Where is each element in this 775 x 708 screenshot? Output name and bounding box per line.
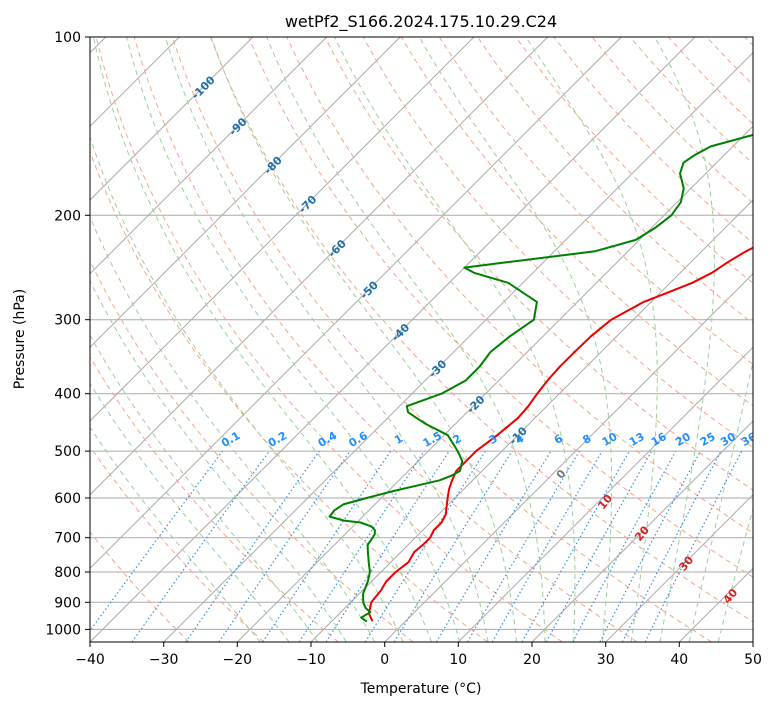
mixing-ratio-line	[572, 450, 677, 642]
mixing-ratio-label: 36	[739, 430, 759, 449]
x-axis-title: Temperature (°C)	[360, 681, 482, 697]
mixing-ratio-line	[298, 450, 425, 642]
isotherm-line	[531, 420, 753, 642]
isotherm-line	[90, 37, 254, 201]
moist-adiabat-line	[164, 37, 489, 642]
dry-adiabat-line	[400, 37, 753, 407]
dry-adiabat-line	[90, 259, 414, 642]
moist-adiabat-line	[654, 37, 715, 642]
dry-adiabat-line	[90, 150, 488, 642]
moist-adiabat-line	[266, 37, 546, 642]
y-tick-label: 1000	[45, 622, 81, 638]
moist-adiabat-line	[334, 37, 576, 642]
mixing-ratio-line	[393, 450, 513, 642]
moist-adiabat-line	[210, 37, 517, 642]
y-tick-label: 300	[54, 313, 81, 329]
y-tick-label: 400	[54, 387, 81, 403]
mixing-ratio-line	[521, 450, 631, 642]
moist-adiabat-line	[525, 37, 658, 642]
dry-adiabat-line	[515, 37, 753, 284]
x-tick-label: 10	[449, 652, 467, 668]
isotherm-line	[90, 37, 401, 349]
isotherm-line	[163, 51, 753, 642]
isotherm-line	[90, 37, 475, 422]
moist-adiabat-line	[90, 334, 319, 642]
y-tick-label: 100	[54, 30, 81, 46]
isotherm-line	[605, 493, 753, 642]
y-tick-label: 200	[54, 208, 81, 224]
mixing-ratio-line	[545, 450, 653, 642]
moist-adiabat-line	[92, 37, 432, 642]
y-tick-label: 500	[54, 444, 81, 460]
mixing-ratio-line	[218, 450, 351, 642]
x-tick-label: 30	[597, 652, 615, 668]
x-tick-label: −10	[296, 652, 326, 668]
moist-adiabat-line	[126, 37, 461, 642]
y-tick-label: 700	[54, 531, 81, 547]
temperature-line	[367, 246, 753, 622]
axis-ticks: −40 −30 −20 −10 0 10 20 30 40 50 100 200 300 400 500 60…	[45, 30, 762, 668]
mixing-ratio-line	[644, 450, 743, 642]
x-tick-label: 20	[523, 652, 541, 668]
isotherm-line	[384, 272, 753, 642]
mixing-ratio-line	[262, 450, 392, 642]
isotherm-line	[90, 37, 549, 496]
moist-adiabat-line	[90, 382, 290, 642]
moist-adiabat-line	[90, 215, 376, 642]
y-tick-label: 800	[54, 565, 81, 581]
isotherm-line	[90, 37, 696, 642]
mixing-ratio-line	[90, 450, 223, 632]
mixing-ratio-line	[131, 450, 270, 642]
dry-adiabat-line	[438, 37, 753, 366]
x-tick-label: −40	[75, 652, 105, 668]
adiabat-layer	[90, 37, 753, 642]
x-tick-label: 40	[670, 652, 688, 668]
series-layer	[328, 133, 753, 623]
dry-adiabat-line	[90, 531, 190, 642]
x-tick-label: 0	[380, 652, 389, 668]
y-tick-label: 900	[54, 595, 81, 611]
dry-adiabat-line	[90, 445, 264, 642]
plot-area	[90, 37, 753, 642]
dry-adiabat-line	[248, 37, 753, 578]
dry-adiabat-line	[210, 37, 753, 623]
moist-adiabat-line	[418, 37, 613, 642]
y-axis-title: Pressure (hPa)	[12, 289, 28, 389]
moist-adiabat-line	[90, 135, 404, 642]
x-tick-label: −20	[223, 652, 253, 668]
plot-frame	[89, 36, 754, 643]
dry-adiabat-line	[286, 37, 753, 534]
dry-adiabat-line	[90, 356, 339, 642]
mixing-ratio-line	[325, 450, 450, 642]
isotherm-line	[90, 37, 622, 570]
x-tick-label: 50	[744, 652, 762, 668]
dry-adiabat-line	[95, 37, 563, 642]
chart-title: wetPf2_S166.2024.175.10.29.C24	[285, 12, 557, 32]
mixing-ratio-line	[185, 450, 320, 642]
dry-adiabat-line	[171, 37, 712, 642]
x-tick-label: −30	[149, 652, 179, 668]
isotherm-line	[90, 37, 328, 275]
dewpoint-line	[328, 133, 753, 623]
isotherm-line	[457, 346, 753, 642]
moist-adiabat-line	[90, 426, 261, 642]
y-tick-label: 600	[54, 491, 81, 507]
